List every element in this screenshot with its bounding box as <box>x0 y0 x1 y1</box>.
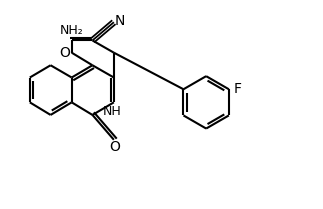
Text: N: N <box>115 14 125 28</box>
Text: NH: NH <box>103 105 122 118</box>
Text: F: F <box>234 82 242 96</box>
Text: O: O <box>109 140 120 154</box>
Text: NH₂: NH₂ <box>60 24 84 37</box>
Text: O: O <box>59 46 70 60</box>
